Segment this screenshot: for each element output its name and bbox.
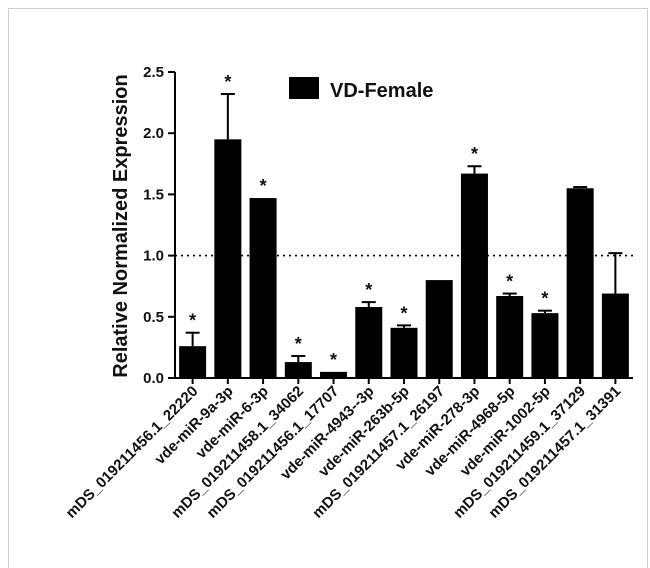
y-tick-label: 2.0	[143, 125, 164, 142]
bar	[249, 198, 277, 378]
legend-swatch	[289, 77, 319, 99]
significance-marker: *	[541, 289, 548, 309]
significance-marker: *	[224, 72, 231, 92]
bar	[214, 139, 242, 378]
significance-marker: *	[260, 176, 267, 196]
significance-marker: *	[189, 311, 196, 331]
significance-marker: *	[295, 334, 302, 354]
y-tick-label: 0.5	[143, 309, 164, 326]
significance-marker: *	[506, 272, 513, 292]
category-labels: mDS_019211456.1_22220vde-miR-9a-3pvde-mi…	[63, 383, 625, 522]
y-tick-label: 1.0	[143, 248, 164, 265]
bar	[284, 362, 312, 378]
y-tick-label: 2.5	[143, 64, 164, 81]
bar	[320, 371, 348, 378]
bar	[566, 188, 594, 378]
significance-marker: *	[330, 350, 337, 370]
bar	[425, 280, 453, 378]
bar	[460, 173, 488, 378]
legend: VD-Female	[289, 77, 433, 102]
bar	[390, 327, 418, 378]
significance-marker: *	[471, 144, 478, 164]
bar	[496, 295, 524, 378]
figure-frame	[8, 8, 648, 568]
bar	[179, 346, 207, 378]
bar-chart: 0.0 0.5 1.0 1.5 2.0 2.5 * * * * * * * * * * mDS_019211…	[63, 64, 633, 522]
bars: * * * * * * * * * *	[179, 72, 629, 378]
legend-label: VD-Female	[330, 80, 433, 102]
significance-marker: *	[400, 303, 407, 323]
bar	[531, 313, 559, 378]
significance-marker: *	[365, 280, 372, 300]
y-axis-label: Relative Normalized Expression	[110, 74, 132, 377]
y-tick-label: 0.0	[143, 370, 164, 387]
bar	[355, 307, 383, 378]
y-tick-label: 1.5	[143, 186, 164, 203]
bar	[601, 293, 629, 378]
